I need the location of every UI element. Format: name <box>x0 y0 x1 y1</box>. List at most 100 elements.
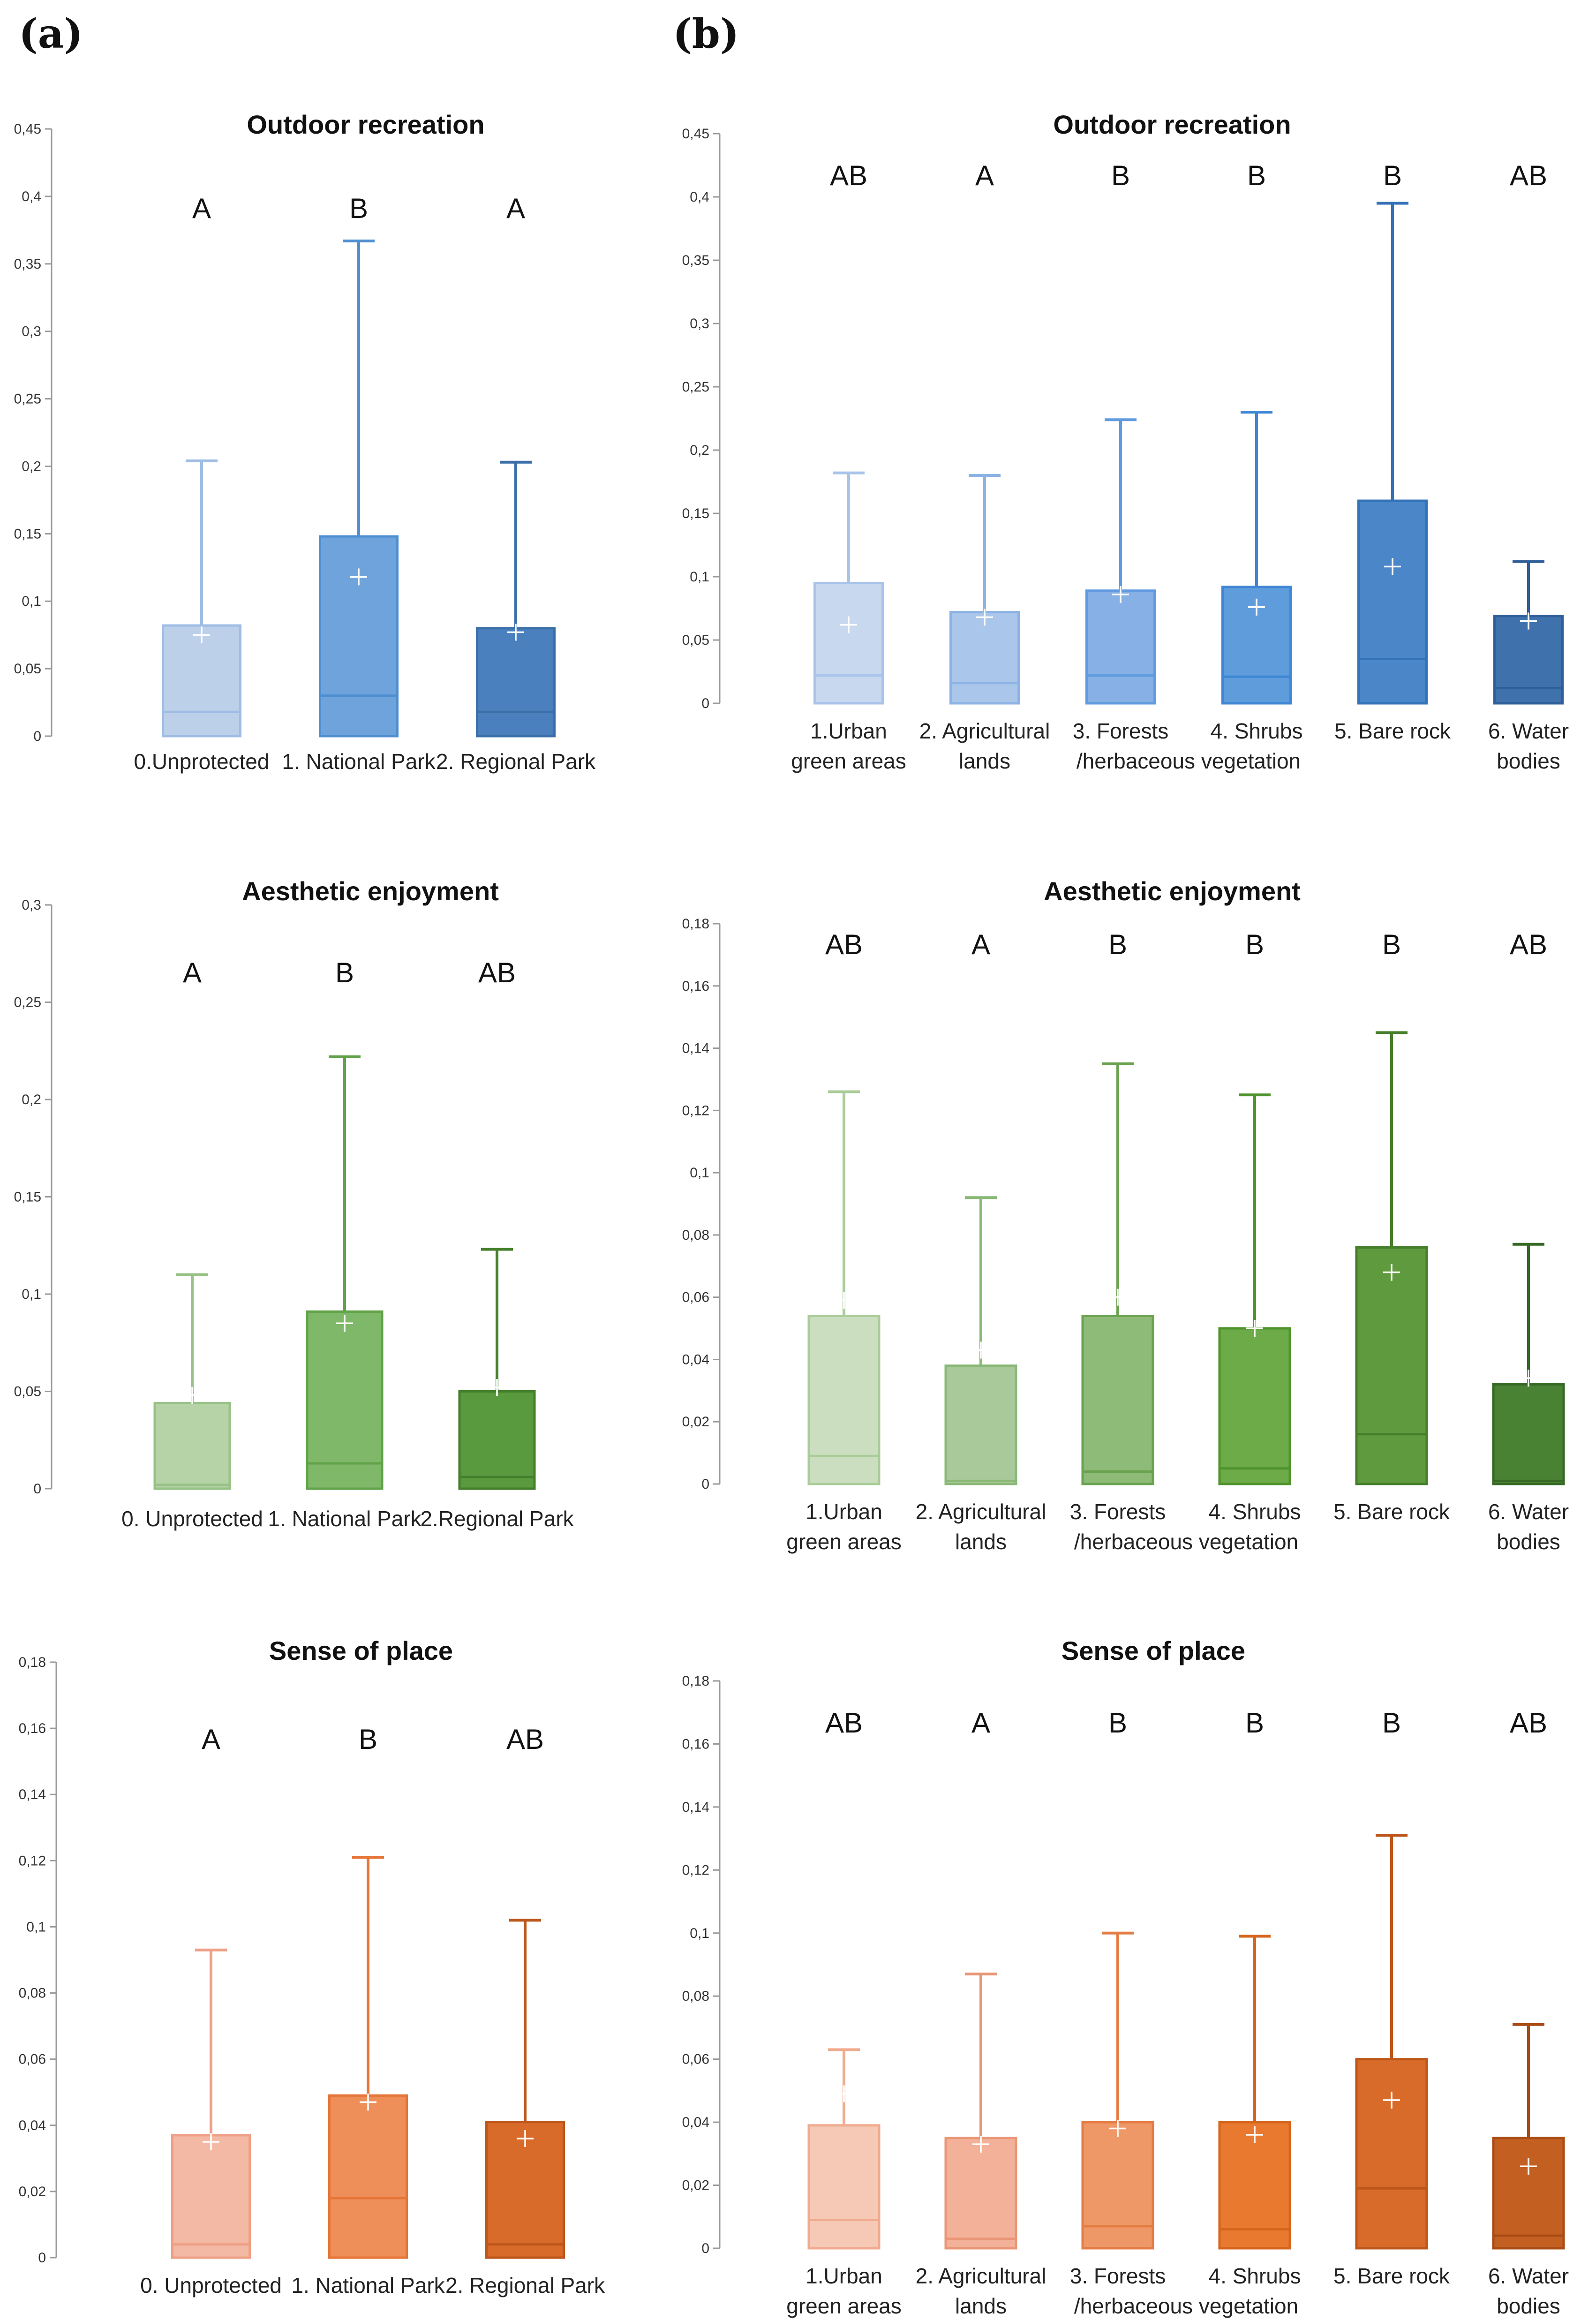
y-tick-label: 0,2 <box>22 459 41 474</box>
y-tick-label: 0,15 <box>14 1190 41 1205</box>
category-label: green areas <box>786 2294 902 2318</box>
category-label: 1.Urban <box>806 1499 882 1524</box>
category-label-extra: /herbaceous vegetation <box>1074 1529 1298 1554</box>
y-tick-label: 0,25 <box>682 379 709 395</box>
y-tick-label: 0,12 <box>682 1103 709 1118</box>
iqr-box <box>476 627 556 738</box>
y-tick-label: 0,1 <box>690 569 709 585</box>
significance-letter: B <box>1108 1707 1127 1739</box>
chart-a-outdoor-recreation: Outdoor recreation 0 0,05 0,1 0,15 0,2 0,25 0,3… <box>14 110 596 774</box>
y-tick-label: 0,35 <box>682 253 709 268</box>
y-tick-label: 0,35 <box>14 256 41 272</box>
y-tick-label: 0,14 <box>682 1041 709 1056</box>
category-label: 3. Forests <box>1070 2264 1166 2288</box>
significance-letter: AB <box>830 160 867 191</box>
y-tick-label: 0,18 <box>19 1655 46 1670</box>
category-label: bodies <box>1497 2294 1560 2318</box>
significance-letter: B <box>335 957 354 988</box>
category-label: 2. Agricultural <box>916 2264 1046 2288</box>
box-plot <box>1081 1931 1154 2250</box>
chart-b-aesthetic-enjoyment: Aesthetic enjoyment 0 0,02 0,04 0,06 0,08 0,1 0… <box>682 876 1569 1554</box>
box-plot <box>1355 1031 1428 1485</box>
y-tick-label: 0,25 <box>14 995 41 1010</box>
significance-letter: A <box>506 193 525 224</box>
category-label: 4. Shrubs <box>1209 2264 1301 2288</box>
box-plot <box>944 1196 1017 1485</box>
y-tick-label: 0,05 <box>682 633 709 648</box>
iqr-box <box>944 2137 1017 2250</box>
box-plot <box>476 460 556 738</box>
significance-letter: B <box>349 193 368 224</box>
y-tick-label: 0,45 <box>682 126 709 142</box>
category-label: 3. Forests <box>1073 719 1169 743</box>
box-plot <box>1355 1834 1428 2250</box>
y-tick-label: 0,08 <box>682 1228 709 1243</box>
significance-letter: A <box>971 929 990 960</box>
y-tick-label: 0 <box>701 1476 709 1492</box>
box-plot <box>162 459 241 738</box>
iqr-box <box>1355 1246 1428 1485</box>
significance-letter: AB <box>825 929 863 960</box>
box-plot <box>1081 1062 1154 1485</box>
significance-letter: A <box>971 1707 990 1739</box>
box-plot <box>1492 2023 1565 2250</box>
iqr-box <box>1355 2058 1428 2250</box>
iqr-box <box>1218 1327 1291 1485</box>
significance-letter: AB <box>825 1707 863 1739</box>
significance-letter: B <box>1108 929 1127 960</box>
y-tick-label: 0,16 <box>682 979 709 994</box>
y-tick-label: 0 <box>701 696 709 711</box>
y-tick-label: 0,16 <box>682 1736 709 1752</box>
box-plot <box>1218 1093 1291 1485</box>
box-plot <box>813 471 884 705</box>
category-label: 0. Unprotected <box>140 2273 282 2297</box>
significance-letter: B <box>1383 160 1402 191</box>
y-tick-label: 0,08 <box>682 1989 709 2004</box>
category-label: 1. National Park <box>268 1506 422 1531</box>
category-label: 0. Unprotected <box>121 1506 263 1531</box>
y-tick-label: 0,14 <box>682 1800 709 1815</box>
y-tick-label: 0,4 <box>690 189 709 205</box>
category-label: bodies <box>1497 749 1560 773</box>
category-label: 0.Unprotected <box>134 749 270 774</box>
y-tick-label: 0,3 <box>22 897 41 913</box>
y-tick-label: 0,04 <box>682 2115 709 2130</box>
category-label: 4. Shrubs <box>1211 719 1303 743</box>
iqr-box <box>306 1310 384 1490</box>
y-tick-label: 0,12 <box>682 1862 709 1878</box>
significance-letter: A <box>975 160 994 191</box>
iqr-box <box>319 535 399 738</box>
iqr-box <box>153 1401 231 1490</box>
chart-b-outdoor-recreation: Outdoor recreation 0 0,05 0,1 0,15 0,2 0,25 0,3… <box>682 110 1569 773</box>
chart-a-aesthetic-enjoyment: Aesthetic enjoyment 0 0,05 0,1 0,15 0,2 0,25 0,… <box>14 876 574 1531</box>
chart-a-sense-of-place: Sense of place 0 0,02 0,04 0,06 0,08 0,1 0,12 0,… <box>19 1636 605 2297</box>
iqr-box <box>944 1364 1017 1485</box>
category-label: 2. Agricultural <box>916 1499 1046 1524</box>
category-label: lands <box>955 2294 1007 2318</box>
y-tick-label: 0,06 <box>682 1290 709 1305</box>
category-label: 5. Bare rock <box>1333 2264 1450 2288</box>
category-label-extra: /herbaceous vegetation <box>1074 2294 1298 2318</box>
y-tick-label: 0 <box>701 2241 709 2256</box>
significance-letter: B <box>1245 1707 1264 1739</box>
y-tick-label: 0,05 <box>14 661 41 677</box>
y-tick-label: 0,4 <box>22 189 41 204</box>
iqr-box <box>171 2134 251 2259</box>
chart-title: Sense of place <box>1061 1636 1245 1665</box>
y-tick-label: 0,08 <box>19 1986 46 2001</box>
significance-letter: AB <box>506 1724 544 1755</box>
significance-letter: A <box>192 193 211 224</box>
chart-title: Outdoor recreation <box>1053 110 1291 139</box>
box-plot <box>1085 418 1156 705</box>
y-tick-label: 0,02 <box>682 2178 709 2193</box>
category-label: 3. Forests <box>1070 1499 1166 1524</box>
y-tick-label: 0,2 <box>22 1092 41 1107</box>
y-tick-label: 0 <box>33 729 41 744</box>
chart-title: Sense of place <box>269 1636 453 1665</box>
category-label: 4. Shrubs <box>1209 1499 1301 1524</box>
y-tick-label: 0 <box>38 2250 46 2266</box>
box-plot <box>485 1919 565 2259</box>
box-plot <box>1357 202 1428 705</box>
category-label: 5. Bare rock <box>1333 1499 1450 1524</box>
